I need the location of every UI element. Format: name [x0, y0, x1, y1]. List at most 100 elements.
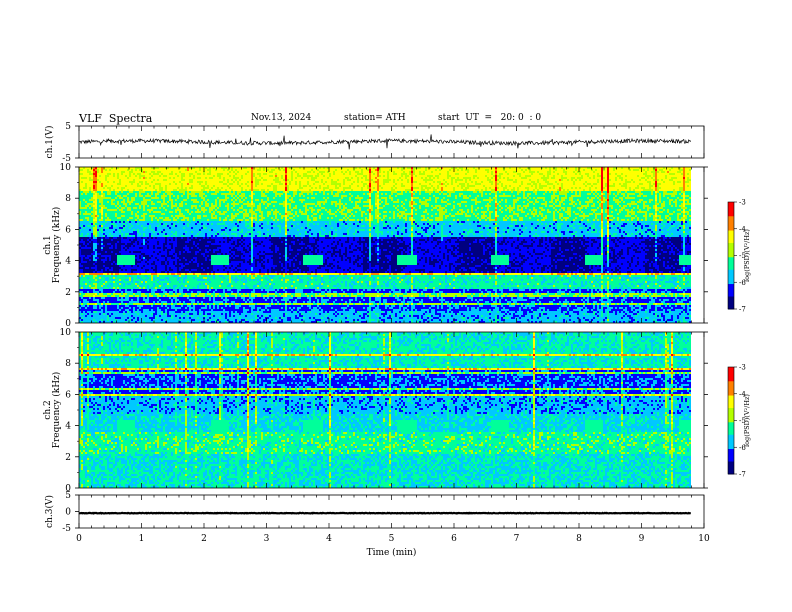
colorbar-segment — [728, 289, 734, 292]
colorbar-segment — [728, 239, 734, 242]
colorbar-segment — [728, 425, 734, 429]
colorbar-segment — [728, 207, 734, 210]
colorbar-segment — [728, 225, 734, 228]
x-tick-label: 5 — [389, 534, 395, 544]
colorbar-segment — [728, 278, 734, 281]
waveform-trace — [78, 511, 691, 515]
colorbar-segment — [728, 202, 734, 205]
colorbar-segment — [728, 209, 734, 212]
y-axis-label-channel: ch.1 — [43, 235, 53, 254]
colorbar-tick-label: -6 — [739, 279, 746, 287]
colorbar-segment — [728, 422, 734, 425]
colorbar-segment — [728, 241, 734, 244]
colorbar-segment — [728, 273, 734, 276]
colorbar-segment — [728, 294, 734, 298]
y-tick-label: -5 — [62, 524, 71, 534]
spectrogram-ch1-spectrogram — [79, 167, 691, 323]
colorbar-segment — [728, 301, 734, 305]
y-axis-label-channel: ch.2 — [43, 400, 53, 419]
y-tick-label: 8 — [65, 359, 71, 369]
colorbar-segment — [728, 416, 734, 420]
colorbar-segment — [728, 432, 734, 436]
colorbar-segment — [728, 234, 734, 237]
colorbar-segment — [728, 434, 734, 438]
x-tick-label: 1 — [139, 534, 145, 544]
colorbar-segment — [728, 307, 734, 310]
colorbar-segment — [728, 374, 734, 377]
colorbar-segment — [728, 440, 734, 443]
x-tick-label: 4 — [326, 534, 332, 544]
x-tick-label: 2 — [201, 534, 207, 544]
colorbar-segment — [728, 203, 734, 207]
colorbar-segment — [728, 470, 734, 473]
colorbar-segment — [728, 251, 734, 255]
colorbar-segment — [728, 266, 734, 269]
colorbar-segment — [728, 275, 734, 278]
x-tick-label: 6 — [451, 534, 457, 544]
colorbar-segment — [728, 409, 734, 413]
date-label: Nov.13, 2024 — [251, 113, 311, 123]
colorbar-label: log(PSD)(V²/Hz) — [743, 394, 751, 447]
colorbar-segment — [728, 452, 734, 455]
y-tick-label: 10 — [60, 163, 72, 173]
colorbar-segment — [728, 303, 734, 306]
colorbar-segment — [728, 235, 734, 239]
colorbar-segment — [728, 305, 734, 308]
y-tick-label: 5 — [65, 491, 71, 501]
colorbar-segment — [728, 404, 734, 407]
x-axis-label: Time (min) — [367, 547, 417, 558]
colorbar-segment — [728, 466, 734, 470]
colorbar-segment — [728, 216, 734, 219]
colorbar-segment — [728, 397, 734, 400]
colorbar-segment — [728, 386, 734, 389]
colorbar-segment — [728, 257, 734, 260]
colorbar-segment — [728, 219, 734, 223]
x-tick-label: 10 — [698, 534, 710, 544]
colorbar-segment — [728, 269, 734, 273]
colorbar-segment — [728, 384, 734, 388]
colorbar-segment — [728, 300, 734, 303]
colorbar-segment — [728, 260, 734, 264]
colorbar-segment — [728, 296, 734, 299]
colorbar-segment — [728, 415, 734, 418]
y-tick-label: 0 — [65, 508, 71, 518]
y-tick-label: 5 — [65, 122, 71, 132]
y-tick-label: -5 — [62, 154, 71, 164]
x-tick-label: 7 — [514, 534, 520, 544]
colorbar-segment — [728, 390, 734, 393]
colorbar-segment — [728, 287, 734, 290]
colorbar-segment — [728, 402, 734, 405]
colorbar-segment — [728, 443, 734, 446]
y-axis-label-frequency: Frequency (kHz) — [51, 372, 62, 449]
colorbar-segment — [728, 408, 734, 411]
colorbar-segment — [728, 377, 734, 380]
colorbar-segment — [728, 395, 734, 398]
colorbar-segment — [728, 223, 734, 226]
x-tick-label: 0 — [76, 534, 82, 544]
colorbar-tick-label: -7 — [739, 471, 746, 479]
waveform-trace — [78, 134, 692, 150]
colorbar-segment — [728, 367, 734, 370]
colorbar-tick-label: -4 — [739, 390, 746, 398]
colorbar-segment — [728, 420, 734, 423]
y-tick-label: 4 — [65, 257, 71, 267]
colorbar-segment — [728, 424, 734, 427]
colorbar-segment — [728, 212, 734, 215]
colorbar-segment — [728, 230, 734, 233]
colorbar-segment — [728, 218, 734, 221]
y-axis-label: ch.1(V) — [44, 126, 55, 159]
colorbar-segment — [728, 391, 734, 395]
colorbar-segment — [728, 280, 734, 283]
colorbar-segment — [728, 436, 734, 439]
colorbar-segment — [728, 291, 734, 294]
colorbar-segment — [728, 243, 734, 246]
colorbar-tick-label: -5 — [739, 417, 746, 425]
colorbar-segment — [728, 383, 734, 386]
colorbar-segment — [728, 459, 734, 463]
colorbar-segment — [728, 282, 734, 285]
colorbar-segment — [728, 431, 734, 434]
y-tick-label: 8 — [65, 194, 71, 204]
x-tick-label: 8 — [576, 534, 582, 544]
colorbar-segment — [728, 418, 734, 421]
